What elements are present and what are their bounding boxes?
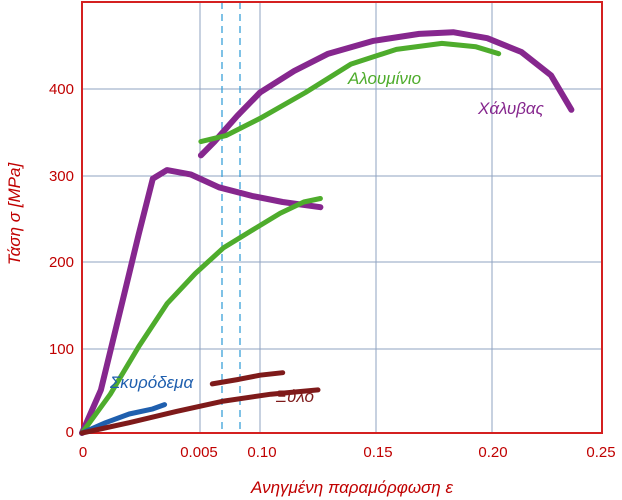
- grid: [81, 1, 603, 434]
- plot-frame: [81, 1, 603, 434]
- y-tick-label: 400: [49, 81, 74, 98]
- x-axis-ticks: 0 0.005 0.10 0.15 0.20 0.25: [79, 444, 616, 461]
- y-tick-label: 0: [66, 424, 74, 441]
- curve-wood: [79, 370, 321, 436]
- x-tick-label: 0.25: [586, 444, 615, 461]
- x-tick-label: 0: [79, 444, 87, 461]
- x-axis-title: Ανηγμένη παραμόρφωση ε: [250, 478, 453, 497]
- series-label-wood: Ξύλο: [275, 387, 314, 406]
- series-label-steel: Χάλυβας: [477, 99, 545, 118]
- curves: [79, 29, 575, 436]
- series-label-concrete: Σκυρόδεμα: [109, 373, 194, 392]
- y-tick-label: 200: [49, 254, 74, 271]
- x-tick-label: 0.005: [180, 444, 218, 461]
- y-tick-label: 100: [49, 341, 74, 358]
- y-axis-title: Τάση σ [MPa]: [5, 162, 24, 266]
- curve-steel: [79, 29, 575, 436]
- curve-aluminium: [79, 40, 502, 436]
- y-tick-label: 300: [49, 168, 74, 185]
- series-label-aluminium: Αλουμίνιο: [347, 69, 421, 88]
- x-tick-label: 0.10: [247, 444, 276, 461]
- x-tick-label: 0.15: [363, 444, 392, 461]
- y-axis-ticks: 400 300 200 100 0: [49, 81, 74, 441]
- curve-concrete: [79, 402, 168, 436]
- x-tick-label: 0.20: [478, 444, 507, 461]
